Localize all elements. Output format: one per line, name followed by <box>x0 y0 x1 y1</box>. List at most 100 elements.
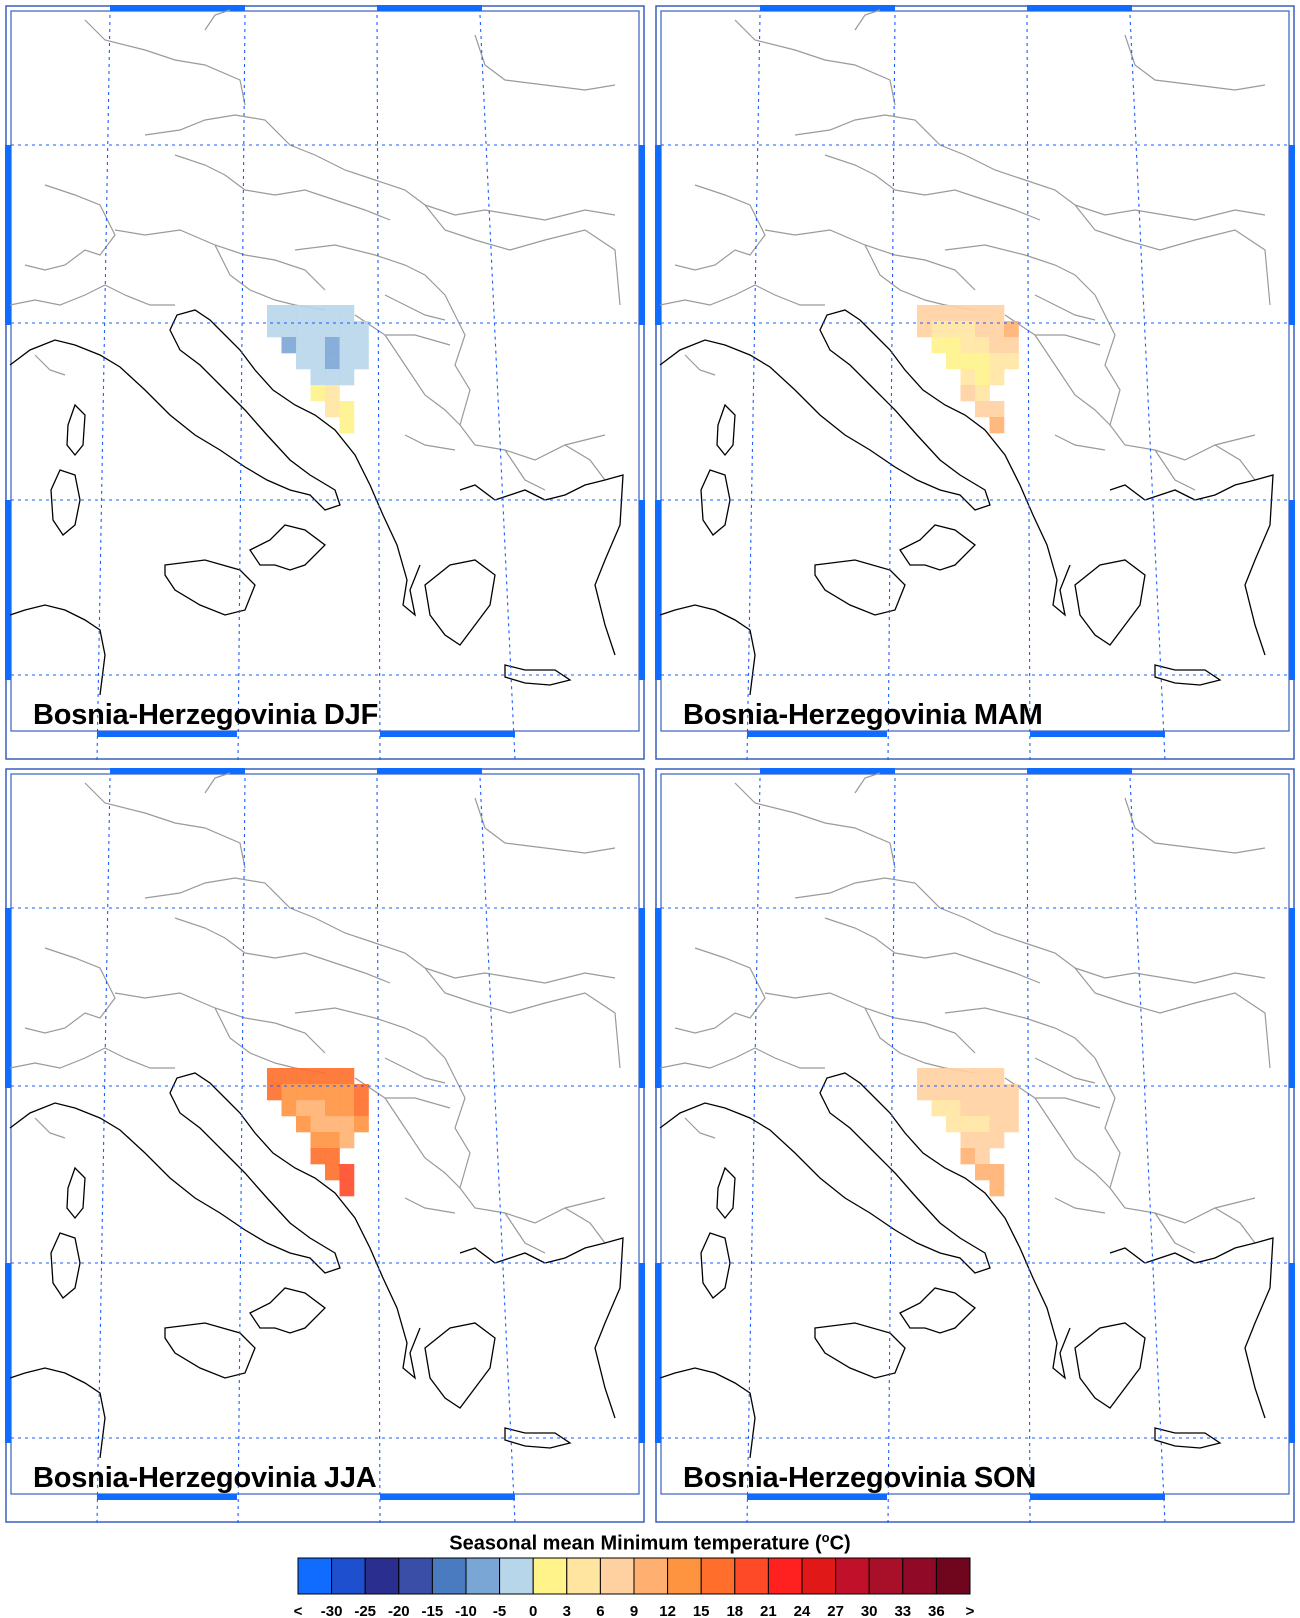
country-border <box>204 772 231 794</box>
country-border <box>1034 1057 1096 1084</box>
temperature-cell <box>310 337 326 354</box>
country-border <box>424 204 621 306</box>
coastline <box>700 1232 731 1299</box>
temperature-cell <box>917 305 932 322</box>
map-canvas <box>5 768 645 1523</box>
temperature-cell <box>975 1148 990 1165</box>
map-canvas <box>655 5 1295 760</box>
temperature-cell <box>339 1100 355 1117</box>
coastline <box>424 559 496 646</box>
country-border <box>854 772 881 794</box>
coastline <box>249 1287 326 1334</box>
temperature-cell <box>946 1116 961 1133</box>
country-border <box>444 294 606 461</box>
colorbar-tick-label: 21 <box>760 1603 777 1618</box>
frame-segment <box>1027 768 1132 774</box>
country-border <box>114 992 326 1054</box>
country-border <box>1034 334 1111 426</box>
temperature-cell <box>339 1164 355 1181</box>
temperature-cell <box>310 1116 326 1133</box>
graticule-meridian <box>376 777 381 1523</box>
temperature-cell <box>931 305 947 322</box>
colorbar-tick-label: > <box>966 1603 975 1618</box>
temperature-cell <box>354 321 369 338</box>
country-border <box>1154 449 1196 491</box>
frame-segment <box>5 908 11 1088</box>
panel-label: Bosnia-Herzegovinia SON <box>683 1462 1037 1494</box>
country-border <box>144 877 426 969</box>
country-border <box>384 1057 446 1084</box>
frame-segment <box>760 768 895 774</box>
temperature-cell <box>310 353 326 370</box>
coastline <box>659 1367 756 1459</box>
coastline <box>9 309 421 617</box>
colorbar-tick-label: -5 <box>493 1603 506 1618</box>
temperature-cell <box>325 1132 340 1149</box>
coastline <box>899 524 976 571</box>
country-border <box>764 992 976 1054</box>
frame-segment <box>747 731 887 737</box>
panel-label: Bosnia-Herzegovinia MAM <box>683 699 1043 731</box>
coastline <box>814 559 906 616</box>
frame-segment <box>1027 5 1132 11</box>
country-border <box>1074 967 1271 1069</box>
country-border <box>294 244 446 296</box>
temperature-cell <box>354 353 369 370</box>
graticule-meridian <box>1129 777 1166 1523</box>
country-border <box>659 1047 825 1069</box>
coastline <box>1154 1427 1222 1449</box>
temperature-cell <box>975 401 990 418</box>
temperature-cell <box>296 321 311 338</box>
temperature-cell <box>960 1148 976 1165</box>
colorbar-swatch <box>700 1557 736 1595</box>
colorbar-tick-label: 18 <box>726 1603 743 1618</box>
coastline <box>1109 1237 1274 1419</box>
country-border <box>1034 294 1096 321</box>
country-border <box>1034 1097 1111 1189</box>
temperature-cell <box>325 1084 340 1101</box>
temperature-cell <box>931 321 947 338</box>
temperature-cell <box>946 1100 961 1117</box>
colorbar-title-degree: o <box>821 1530 830 1545</box>
temperature-cell <box>960 353 976 370</box>
country-border <box>564 444 606 481</box>
frame-segment <box>639 145 645 325</box>
temperature-cell <box>960 1116 976 1133</box>
frame-segment <box>5 1263 11 1443</box>
coastline <box>66 1166 86 1220</box>
country-border <box>384 1097 461 1189</box>
country-border <box>734 19 896 106</box>
colorbar-swatch <box>835 1557 870 1595</box>
colorbar-swatch <box>902 1557 937 1595</box>
frame-segment <box>655 500 661 680</box>
frame-segment <box>377 5 482 11</box>
temperature-cell <box>989 305 1005 322</box>
temperature-cell <box>1004 321 1019 338</box>
temperature-cell <box>975 305 990 322</box>
temperature-cell <box>339 1180 355 1197</box>
frame-segment <box>97 731 237 737</box>
temperature-cell <box>960 305 976 322</box>
temperature-cell <box>296 1084 311 1101</box>
graticule-meridian <box>1026 777 1031 1523</box>
map-canvas <box>5 5 645 760</box>
country-border <box>684 354 716 376</box>
country-border <box>174 154 391 221</box>
temperature-cell <box>917 321 932 338</box>
country-border <box>1094 1057 1256 1224</box>
colorbar-tick-label: -10 <box>455 1603 477 1618</box>
country-border <box>24 947 116 1034</box>
temperature-cell <box>354 1116 369 1133</box>
temperature-cell <box>975 1132 990 1149</box>
temperature-cell <box>339 337 355 354</box>
frame-segment <box>1030 731 1165 737</box>
colorbar-swatch <box>398 1557 433 1595</box>
map-border <box>10 773 640 1495</box>
country-border <box>564 1207 606 1244</box>
country-border <box>404 1197 456 1214</box>
country-border <box>384 334 461 426</box>
coastline <box>1109 474 1274 656</box>
colorbar-swatch <box>935 1557 971 1595</box>
temperature-cell <box>975 385 990 402</box>
frame-segment <box>110 5 245 11</box>
